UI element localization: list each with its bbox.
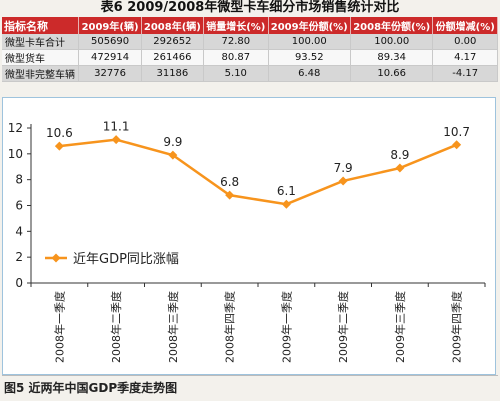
data-point <box>452 140 462 150</box>
divider <box>2 375 498 376</box>
data-label: 10.6 <box>46 126 73 140</box>
y-tick-label: 4 <box>15 224 23 238</box>
table-row: 微型非完整车辆 32776 31186 5.10 6.48 10.66 -4.1… <box>2 65 498 82</box>
table-cell: 32776 <box>78 65 142 82</box>
x-tick-label: 2008年一季度 <box>52 291 66 363</box>
table-cell: 5.10 <box>203 65 269 82</box>
table-cell: 10.66 <box>350 65 434 82</box>
table-cell: 4.17 <box>432 49 498 66</box>
data-label: 6.1 <box>277 184 296 198</box>
legend-label: 近年GDP同比涨幅 <box>73 252 179 267</box>
gdp-line-chart: 0 2 4 6 8 10 12 2008年一季度 2008年二季度 2008年三季度 2008年四季… <box>8 120 486 363</box>
y-tick-label: 12 <box>8 121 23 135</box>
data-point <box>338 176 348 186</box>
table-cell: 6.48 <box>268 65 351 82</box>
data-label: 6.8 <box>220 175 239 189</box>
x-tick-label: 2009年四季度 <box>450 291 464 363</box>
table-cell: -4.17 <box>432 65 498 82</box>
table-cell: 100.00 <box>268 34 351 50</box>
data-point <box>395 163 405 173</box>
column-header: 份额增减(%) <box>432 17 498 34</box>
data-point <box>225 190 235 200</box>
table-cell: 微型货车 <box>2 49 80 66</box>
data-point <box>111 135 121 145</box>
x-tick-label: 2008年四季度 <box>223 291 237 363</box>
x-tick-label: 2009年一季度 <box>279 291 293 363</box>
y-tick-label: 10 <box>8 147 23 161</box>
y-tick-label: 2 <box>15 250 23 264</box>
table-header-row: 指标名称 2009年(辆) 2008年(辆) 销量增长(%) 2009年份额(%… <box>2 17 498 34</box>
table-cell: 微型非完整车辆 <box>2 65 80 82</box>
y-tick-label: 0 <box>15 276 23 290</box>
table-cell: 261466 <box>141 49 205 66</box>
x-tick-label: 2008年三季度 <box>166 291 180 363</box>
data-point <box>54 141 64 151</box>
table-title: 表6 2009/2008年微型卡车细分市场销售统计对比 <box>100 0 400 15</box>
table-cell: 89.34 <box>350 49 434 66</box>
series-line <box>59 138 458 206</box>
sales-comparison-table: 指标名称 2009年(辆) 2008年(辆) 销量增长(%) 2009年份额(%… <box>2 17 498 82</box>
column-header: 销量增长(%) <box>203 17 269 34</box>
table-cell: 微型卡车合计 <box>2 34 80 50</box>
table-cell: 80.87 <box>203 49 269 66</box>
legend-marker <box>51 253 61 263</box>
table-cell: 292652 <box>141 34 205 50</box>
column-header: 2009年份额(%) <box>268 17 351 34</box>
table-cell: 0.00 <box>432 34 498 50</box>
table-cell: 72.80 <box>203 34 269 50</box>
y-tick-label: 8 <box>15 173 23 187</box>
x-tick-label: 2008年二季度 <box>109 291 123 363</box>
table-cell: 100.00 <box>350 34 434 50</box>
table-cell: 472914 <box>78 49 142 66</box>
column-header: 2008年份额(%) <box>350 17 434 34</box>
table-row: 微型卡车合计 505690 292652 72.80 100.00 100.00… <box>2 34 498 50</box>
table-row: 微型货车 472914 261466 80.87 93.52 89.34 4.1… <box>2 49 498 66</box>
data-point <box>281 199 291 209</box>
table-cell: 31186 <box>141 65 205 82</box>
x-tick-label: 2009年三季度 <box>393 291 407 363</box>
x-tick-label: 2009年二季度 <box>336 291 350 363</box>
data-label: 10.7 <box>443 125 470 139</box>
data-label: 8.9 <box>390 148 409 162</box>
gdp-chart: 0 2 4 6 8 10 12 2008年一季度 2008年二季度 2008年三季度 2008年四季… <box>2 97 496 375</box>
column-header: 指标名称 <box>2 17 80 34</box>
data-label: 7.9 <box>334 161 353 175</box>
figure-caption: 图5 近两年中国GDP季度走势图 <box>4 381 178 395</box>
data-label: 9.9 <box>163 135 182 149</box>
column-header: 2009年(辆) <box>78 17 142 34</box>
data-point <box>168 150 178 160</box>
y-tick-label: 6 <box>15 199 23 213</box>
table-cell: 93.52 <box>268 49 351 66</box>
table-cell: 505690 <box>78 34 142 50</box>
column-header: 2008年(辆) <box>141 17 205 34</box>
data-label: 11.1 <box>103 120 130 134</box>
